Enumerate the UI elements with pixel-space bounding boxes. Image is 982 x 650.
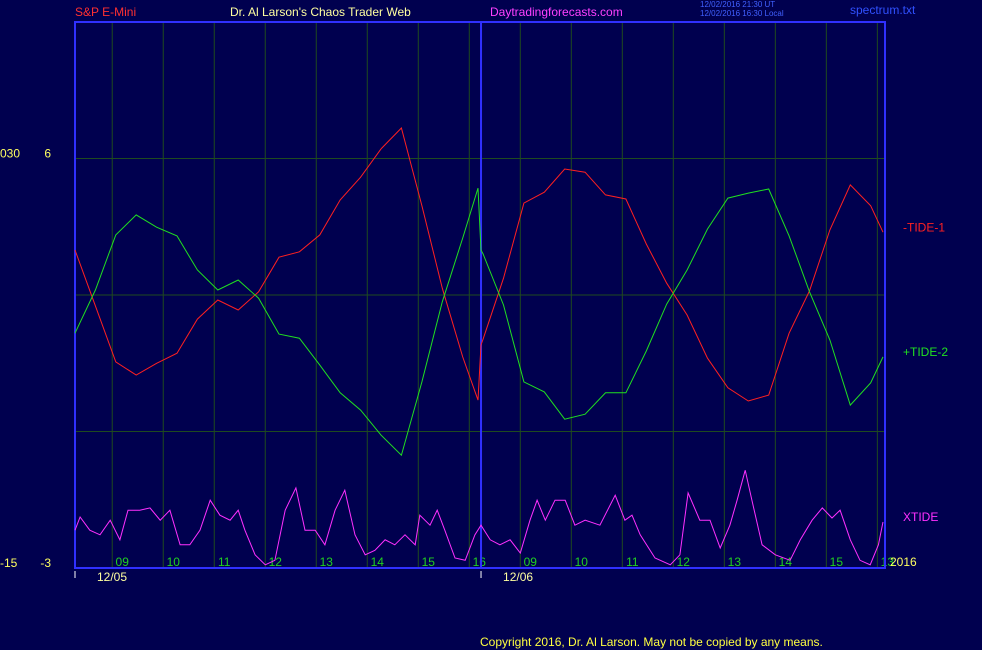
symbol: S&P E-Mini: [75, 5, 136, 19]
legend-label: +TIDE-2: [903, 345, 948, 359]
y2-tick-label: 030: [0, 147, 20, 161]
x-tick-label: 15: [830, 555, 844, 569]
x-tick-label: 15: [422, 555, 436, 569]
site: Daytradingforecasts.com: [490, 5, 623, 19]
x-tick-label: 14: [371, 555, 385, 569]
x-tick-label: 14: [779, 555, 793, 569]
copyright: Copyright 2016, Dr. Al Larson. May not b…: [480, 635, 823, 649]
x-tick-label: 12: [677, 555, 691, 569]
time-ut: 12/02/2016 21:30 UT: [700, 0, 775, 9]
x-tick-label: 11: [626, 555, 639, 569]
legend-label: XTIDE: [903, 510, 938, 524]
series-line: [74, 187, 884, 457]
series-line: [74, 470, 884, 566]
plot-frame: [74, 21, 886, 569]
x-tick-label: 09: [116, 555, 130, 569]
file: spectrum.txt: [850, 3, 916, 17]
x-tick-label: 10: [167, 555, 181, 569]
year-label: 2016: [890, 555, 917, 569]
day-label: 12/05: [97, 570, 127, 584]
x-tick-label: 13: [320, 555, 334, 569]
x-tick-label: 10: [575, 555, 589, 569]
x-tick-label: 16: [473, 555, 487, 569]
legend-label: -TIDE-1: [903, 220, 945, 234]
day-label: 12/06: [503, 570, 533, 584]
time-local: 12/02/2016 16:30 Local: [700, 9, 784, 18]
x-tick-label: 13: [728, 555, 742, 569]
series-line: [74, 127, 884, 402]
y-tick-label: -3: [40, 556, 51, 570]
x-tick-label: 12: [269, 555, 283, 569]
x-tick-label: 11: [218, 555, 231, 569]
y2-tick-label: -15: [0, 556, 18, 570]
x-tick-label: 09: [524, 555, 538, 569]
y-tick-label: 6: [44, 147, 51, 161]
title: Dr. Al Larson's Chaos Trader Web: [230, 5, 411, 19]
